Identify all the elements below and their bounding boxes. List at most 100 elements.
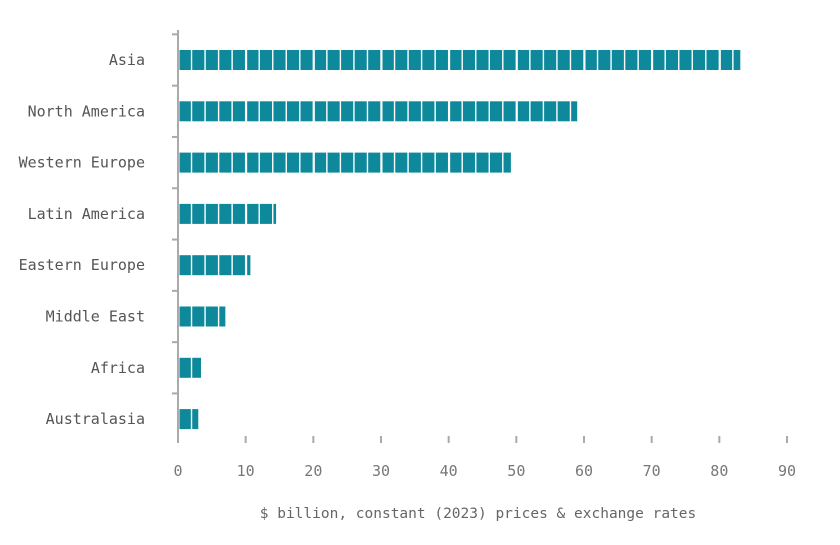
bar-segment	[219, 101, 232, 122]
bar-segment	[530, 50, 543, 70]
bar-segment	[247, 50, 259, 70]
bar-segment	[585, 50, 597, 70]
bar-segment	[179, 357, 191, 378]
bar-segment	[422, 50, 435, 70]
bar-segment	[422, 152, 435, 173]
bar-segment	[517, 50, 530, 70]
bar-segment	[733, 50, 741, 70]
bar-segment	[259, 152, 273, 173]
bar	[179, 50, 741, 70]
category-label: Western Europe	[19, 154, 145, 172]
x-tick-label: 80	[710, 462, 728, 480]
bar-segment	[679, 50, 692, 70]
category-label: Australasia	[46, 410, 145, 428]
x-tick-label: 70	[643, 462, 661, 480]
category-label: Asia	[109, 51, 145, 69]
bar-segment	[354, 101, 367, 122]
bar-segment	[205, 101, 218, 122]
bar-segment	[368, 152, 381, 173]
bar-segment	[638, 50, 651, 70]
bar-segment	[247, 101, 259, 122]
bar-segment	[571, 50, 584, 70]
bar-segment	[232, 152, 245, 173]
bar-segment	[259, 203, 273, 224]
category-label: Latin America	[28, 205, 145, 223]
bar-segment	[192, 101, 205, 122]
x-tick-label: 30	[372, 462, 390, 480]
x-tick-label: 10	[237, 462, 255, 480]
bar-segment	[314, 101, 327, 122]
bar-segment	[341, 50, 354, 70]
bar-segment	[476, 50, 489, 70]
bar-segment	[192, 203, 205, 224]
bar-segment	[395, 50, 408, 70]
bar-segment	[232, 50, 245, 70]
bar-segment	[544, 50, 557, 70]
bar-segment	[354, 50, 367, 70]
bar-segment	[219, 152, 232, 173]
bar-segment	[544, 101, 557, 122]
bar-segment	[232, 101, 245, 122]
bar-segment	[247, 203, 259, 224]
bar-segment	[205, 50, 218, 70]
bar-segment	[179, 152, 191, 173]
bar-segment	[382, 152, 394, 173]
bar-segment	[300, 152, 313, 173]
bar-segment	[408, 152, 421, 173]
bar-segment	[179, 255, 191, 276]
bar-segment	[273, 203, 277, 224]
bar-segment	[450, 101, 462, 122]
bar-segment	[192, 152, 205, 173]
bar-segment	[408, 101, 421, 122]
bar-segment	[286, 50, 300, 70]
bar-segment	[192, 255, 205, 276]
bar-segment	[653, 50, 665, 70]
bar	[179, 203, 277, 224]
bar	[179, 255, 251, 276]
bar-segment	[408, 50, 421, 70]
bar-segment	[571, 101, 578, 122]
bar-segment	[517, 101, 530, 122]
x-tick-label: 60	[575, 462, 593, 480]
x-tick-label: 0	[173, 462, 182, 480]
bar-segment	[259, 101, 273, 122]
bar-segment	[205, 203, 218, 224]
bar-segment	[259, 50, 273, 70]
bar-segment	[341, 101, 354, 122]
bar-segment	[395, 101, 408, 122]
x-tick-label: 40	[440, 462, 458, 480]
bar-segment	[503, 101, 516, 122]
bar-segment	[286, 101, 300, 122]
bar-segment	[462, 152, 476, 173]
category-label: Africa	[91, 359, 145, 377]
bar-segment	[665, 50, 679, 70]
bar-segment	[395, 152, 408, 173]
bar-segment	[314, 152, 327, 173]
bar-segment	[450, 50, 462, 70]
bar-segment	[557, 50, 570, 70]
bar	[179, 357, 201, 378]
x-axis-title: $ billion, constant (2023) prices & exch…	[260, 506, 697, 522]
bar-segment	[219, 306, 226, 327]
bar-segment	[706, 50, 719, 70]
bar-segment	[247, 152, 259, 173]
bar-segment	[368, 101, 381, 122]
bar-segment	[489, 101, 503, 122]
bar-segment	[692, 50, 706, 70]
bar-segment	[489, 50, 503, 70]
bar-segment	[205, 152, 218, 173]
bar-segment	[192, 409, 199, 430]
bar-segment	[382, 50, 394, 70]
bar	[179, 101, 578, 122]
bar-segment	[435, 152, 448, 173]
category-label: Eastern Europe	[19, 256, 145, 274]
bar-segment	[462, 101, 476, 122]
bar-segment	[503, 152, 511, 173]
bar-segment	[450, 152, 462, 173]
bar-segment	[205, 255, 218, 276]
bar-segment	[368, 50, 381, 70]
category-label: North America	[28, 102, 145, 120]
bar-segment	[476, 101, 489, 122]
bar-segment	[476, 152, 489, 173]
bar-segment	[273, 101, 286, 122]
